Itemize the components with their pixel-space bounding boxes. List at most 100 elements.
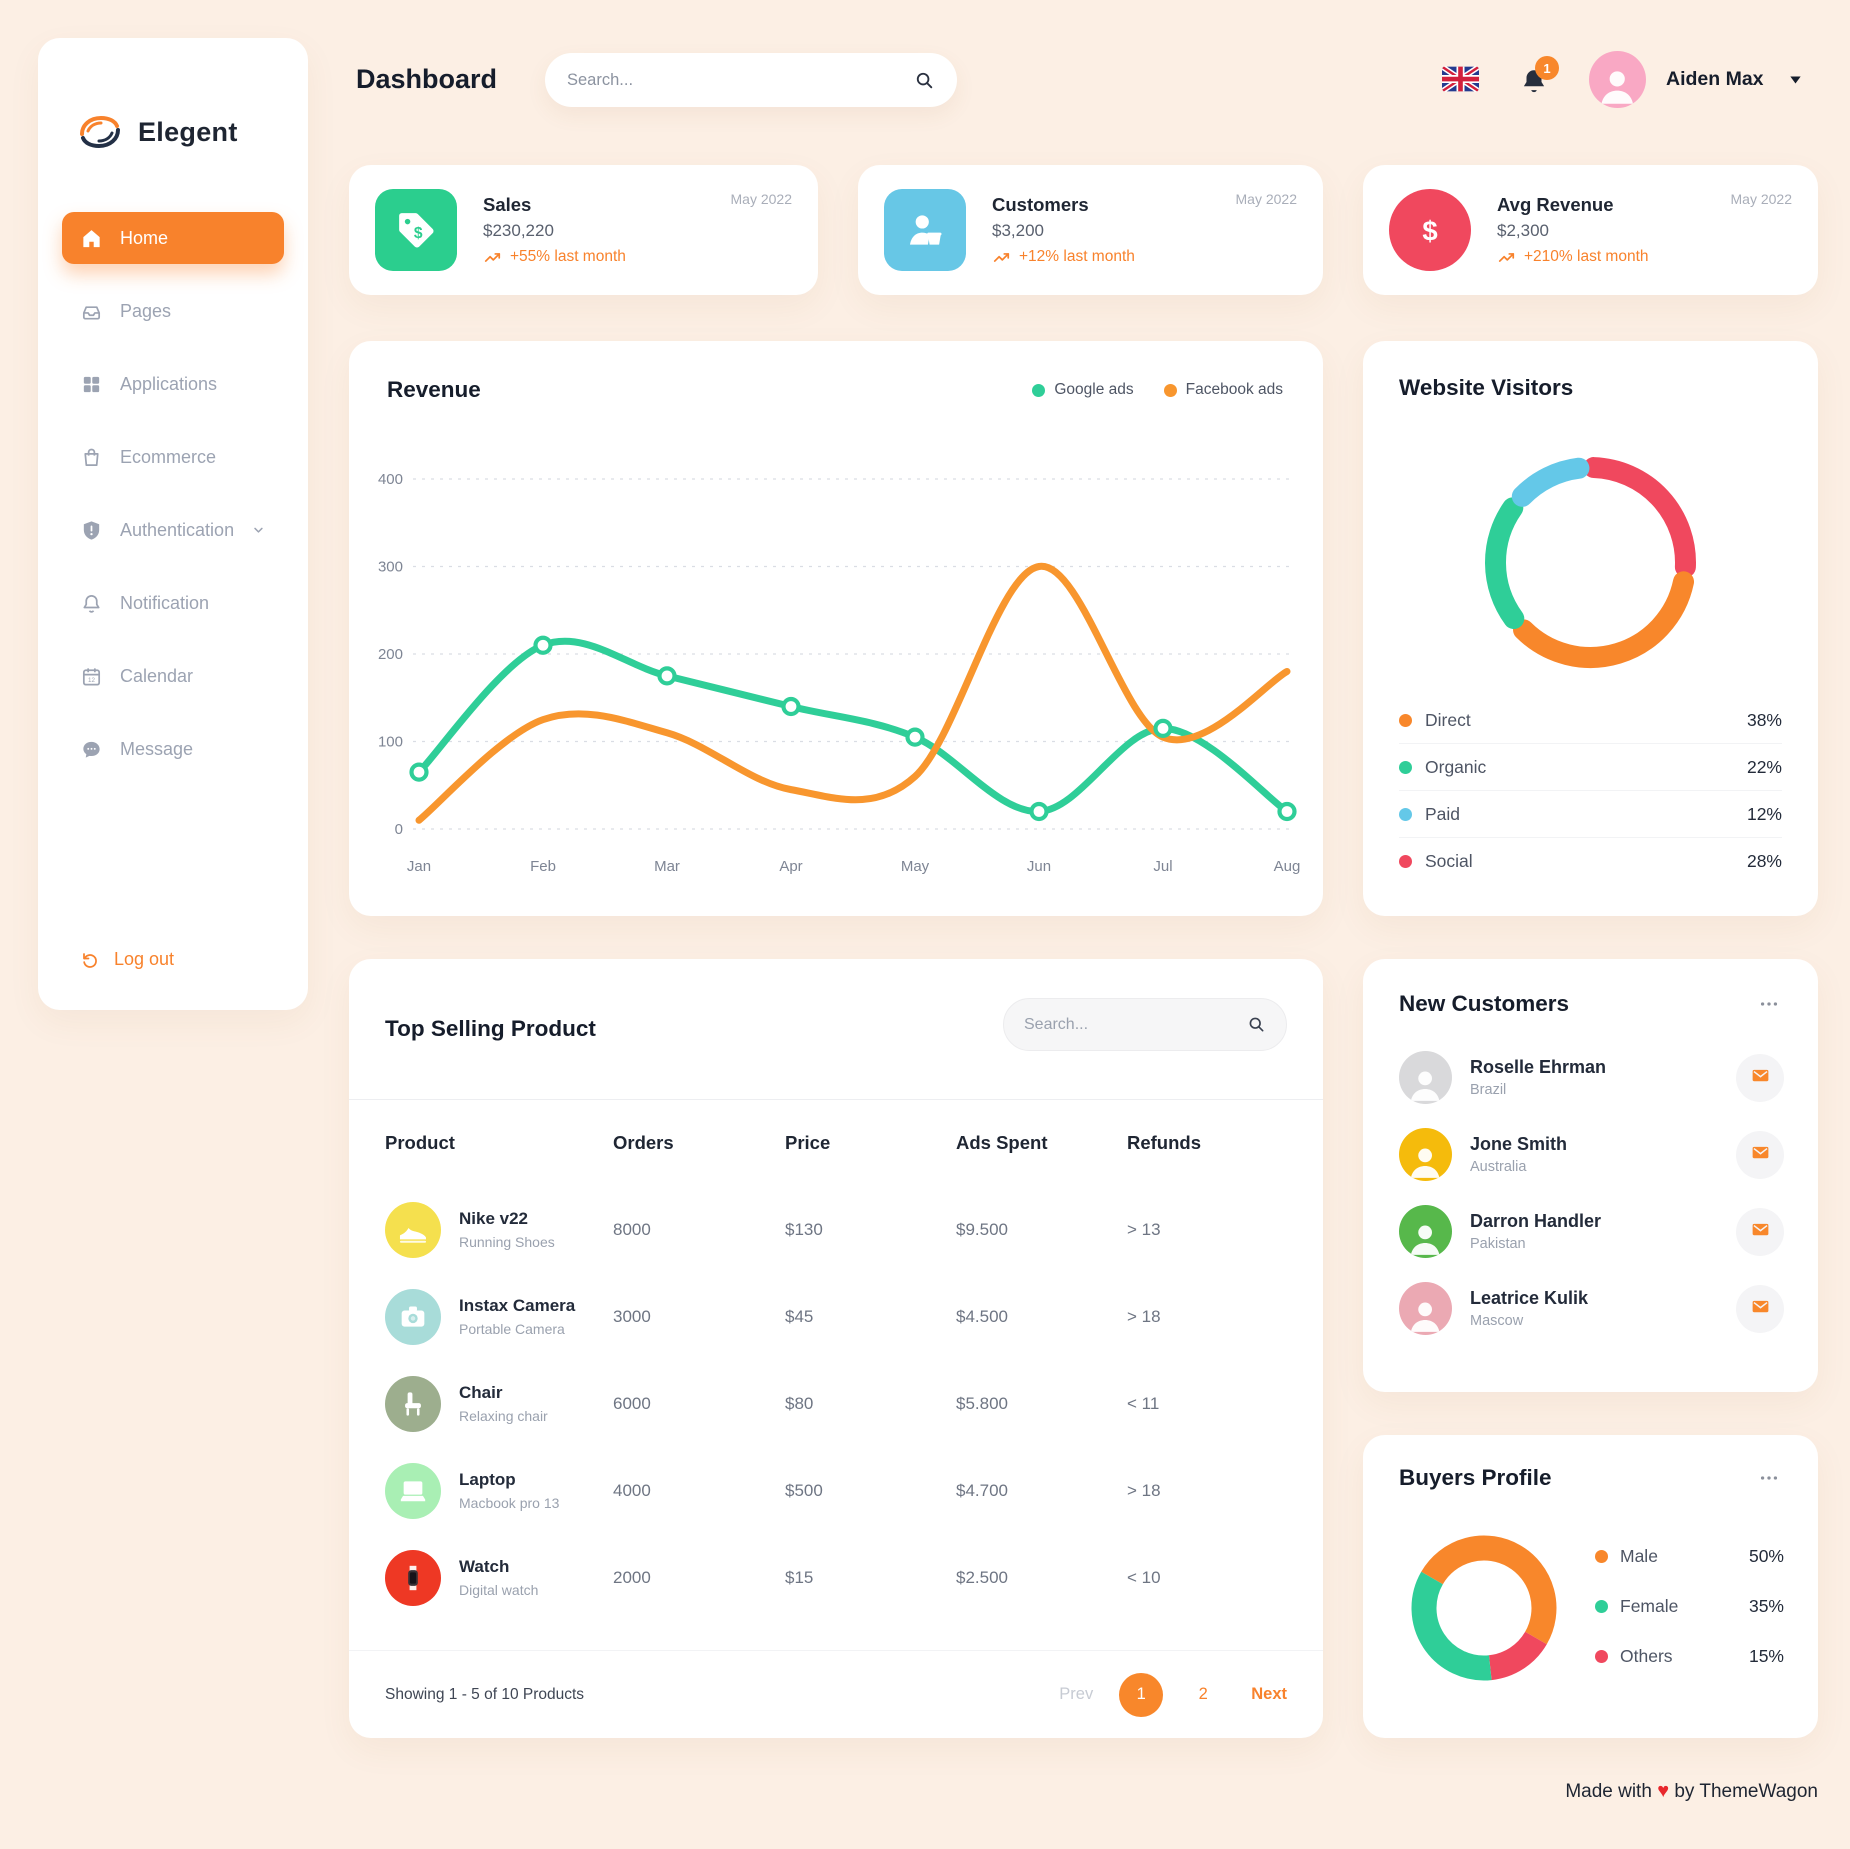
svg-text:Jun: Jun [1027,858,1051,875]
products-table-body: Nike v22 Running Shoes 8000 $130 $9.500 … [349,1186,1323,1621]
legend-percent: 35% [1748,1595,1784,1616]
logout-button[interactable]: Log out [80,949,174,970]
heart-icon: ♥ [1657,1780,1670,1802]
buyers-legend-female: Female 35% [1595,1581,1784,1631]
pagination-page-1[interactable]: 1 [1119,1672,1164,1717]
user-name[interactable]: Aiden Max [1666,67,1764,90]
customer-avatar [1399,1051,1452,1104]
customer-avatar [1399,1282,1452,1335]
product-name: Nike v22 [459,1209,528,1228]
cell-orders: 2000 [613,1567,651,1587]
product-name: Watch [459,1557,510,1576]
buyers-legend-others: Others 15% [1595,1631,1784,1681]
customer-row-jone-smith: Jone Smith Australia [1363,1116,1818,1193]
caret-down-icon[interactable] [1786,70,1805,89]
buyers-profile-card: Buyers Profile Male 50% Female 35% Other… [1363,1435,1818,1738]
search-icon[interactable] [1247,1015,1266,1034]
legend-label: Organic [1425,756,1487,777]
notifications-button[interactable]: 1 [1519,56,1559,96]
customer-country: Australia [1470,1159,1527,1175]
stat-trend-text: +55% last month [510,248,626,265]
legend-label: Female [1620,1595,1679,1616]
svg-text:$: $ [1422,215,1437,246]
legend-dot [1595,1649,1608,1663]
more-options-icon[interactable] [1754,993,1784,1015]
pagination-next[interactable]: Next [1251,1685,1287,1703]
visitors-legend-social: Social 28% [1399,838,1782,885]
send-mail-button[interactable] [1736,1130,1784,1179]
visitors-legend-direct: Direct 38% [1399,697,1782,744]
notification-badge: 1 [1535,56,1559,80]
send-mail-button[interactable] [1736,1207,1784,1256]
chevron-down-icon [251,521,266,539]
legend-label: Direct [1425,709,1471,730]
legend-google-ads[interactable]: Google ads [1032,381,1134,399]
laptop-icon [385,1462,441,1519]
product-name: Instax Camera [459,1296,576,1315]
sidebar-item-home[interactable]: Home [62,212,284,264]
top-selling-products-card: Top Selling Product Product Orders Price Ad… [349,959,1323,1738]
uk-flag-icon [1442,66,1479,92]
product-row-instax-camera: Instax Camera Portable Camera 3000 $45 $… [349,1273,1323,1360]
sidebar: Elegent Home Pages Applications Ecommerc… [38,38,308,1010]
global-search [545,53,957,107]
svg-text:300: 300 [378,559,403,576]
send-mail-button[interactable] [1736,1053,1784,1102]
envelope-icon [1750,1296,1771,1322]
elegent-logo-icon [80,115,120,149]
sidebar-item-pages[interactable]: Pages [62,285,284,337]
topbar-right: 1 Aiden Max [1442,48,1805,110]
search-input[interactable] [567,70,914,90]
customer-avatar [1399,1205,1452,1258]
dollar-icon: $ [1389,189,1471,271]
customer-name: Darron Handler [1470,1211,1602,1231]
send-mail-button[interactable] [1736,1284,1784,1333]
cell-refunds: < 10 [1127,1567,1161,1587]
svg-text:May: May [901,858,930,875]
svg-text:Feb: Feb [530,858,556,875]
svg-text:Jan: Jan [407,858,431,875]
visitors-legend-organic: Organic 22% [1399,744,1782,791]
sidebar-item-applications[interactable]: Applications [62,358,284,410]
cell-refunds: > 13 [1127,1219,1161,1239]
svg-text:200: 200 [378,646,403,663]
cell-orders: 8000 [613,1219,651,1239]
envelope-icon [1750,1065,1771,1091]
person-icon [1601,71,1634,104]
more-options-icon[interactable] [1754,1467,1784,1489]
product-subtitle: Digital watch [459,1582,539,1598]
legend-label: Paid [1425,803,1461,824]
legend-dot [1595,1549,1608,1563]
pagination-page-2[interactable]: 2 [1198,1685,1208,1703]
legend-dot [1032,383,1046,397]
legend-label: Social [1425,851,1473,871]
calendar-icon: 12 [80,665,103,688]
user-avatar[interactable] [1589,50,1646,108]
language-flag-uk[interactable] [1442,66,1479,92]
legend-dot [1595,1599,1608,1613]
chair-icon [385,1375,441,1432]
stat-title: Customers [992,193,1089,215]
products-search-input[interactable] [1024,1015,1247,1034]
pagination-prev[interactable]: Prev [1059,1685,1094,1703]
sidebar-item-notification[interactable]: Notification [62,577,284,629]
sidebar-item-message[interactable]: Message [62,723,284,775]
sidebar-item-calendar[interactable]: 12 Calendar [62,650,284,702]
product-subtitle: Running Shoes [459,1234,555,1250]
trend-up-icon [1497,248,1516,267]
customer-avatar [1399,1128,1452,1181]
sidebar-item-ecommerce[interactable]: Ecommerce [62,431,284,483]
cell-orders: 4000 [613,1480,651,1500]
legend-percent: 38% [1746,709,1782,730]
column-header-product: Product [385,1132,455,1153]
products-title: Top Selling Product [385,1016,596,1041]
person-basket-icon [884,189,966,271]
products-table-header: Product Orders Price Ads Spent Refunds [349,1100,1323,1186]
pages-icon [80,300,103,323]
product-subtitle: Relaxing chair [459,1408,548,1424]
legend-facebook-ads[interactable]: Facebook ads [1163,381,1283,399]
home-icon [80,227,103,250]
search-icon[interactable] [914,70,935,91]
sidebar-item-authentication[interactable]: Authentication [62,504,284,556]
